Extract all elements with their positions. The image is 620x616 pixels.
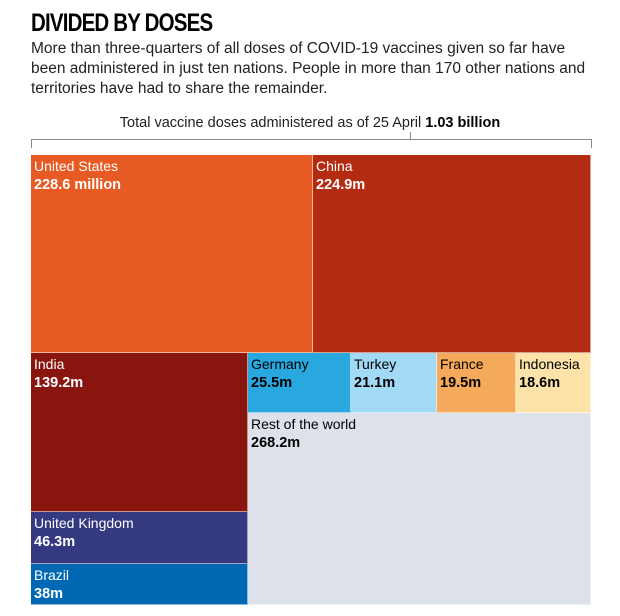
- cell-name-label: Germany: [251, 356, 309, 372]
- treemap-cell-china: China 224.9m: [313, 155, 591, 353]
- treemap-cell-france: France 19.5m: [437, 353, 516, 413]
- cell-name-label: Brazil: [34, 567, 70, 583]
- cell-name-label: France: [440, 356, 484, 372]
- treemap-cell-united-states: United States 228.6 million: [31, 155, 313, 353]
- cell-value-label: 268.2m: [251, 435, 301, 451]
- treemap-cell-germany: Germany 25.5m: [248, 353, 351, 413]
- bracket-tick: [410, 132, 411, 139]
- cell-value-label: 21.1m: [354, 375, 396, 391]
- cell-name-label: United States: [34, 158, 119, 174]
- cell-value-label: 228.6 million: [34, 177, 122, 193]
- cell-name-label: Turkey: [354, 356, 397, 372]
- cell-value-label: 46.3m: [34, 534, 76, 550]
- treemap-cell-united-kingdom: United Kingdom 46.3m: [31, 512, 248, 564]
- cell-name-label: Rest of the world: [251, 416, 357, 432]
- treemap-cell-indonesia: Indonesia 18.6m: [516, 353, 591, 413]
- total-caption: Total vaccine doses administered as of 2…: [0, 115, 620, 131]
- total-label: Total vaccine doses administered as of 2…: [119, 115, 422, 131]
- treemap-cell-turkey: Turkey 21.1m: [351, 353, 437, 413]
- treemap-cell-india: India 139.2m: [31, 353, 248, 512]
- treemap-cell-brazil: Brazil 38m: [31, 564, 248, 605]
- cell-value-label: 18.6m: [519, 375, 561, 391]
- cell-value-label: 139.2m: [34, 375, 84, 391]
- cell-name-label: China: [316, 158, 353, 174]
- cell-value-label: 224.9m: [316, 177, 366, 193]
- chart-title: DIVIDED BY DOSES: [31, 9, 213, 37]
- cell-value-label: 19.5m: [440, 375, 482, 391]
- chart-subtitle: More than three-quarters of all doses of…: [31, 40, 586, 97]
- cell-name-label: Indonesia: [519, 356, 580, 372]
- total-bracket: [31, 139, 592, 148]
- treemap-cell-rest-of-the-world: Rest of the world 268.2m: [248, 413, 591, 605]
- cell-value-label: 38m: [34, 586, 64, 602]
- cell-name-label: United Kingdom: [34, 515, 134, 531]
- cell-name-label: India: [34, 356, 65, 372]
- total-value: 1.03 billion: [425, 115, 501, 131]
- cell-value-label: 25.5m: [251, 375, 293, 391]
